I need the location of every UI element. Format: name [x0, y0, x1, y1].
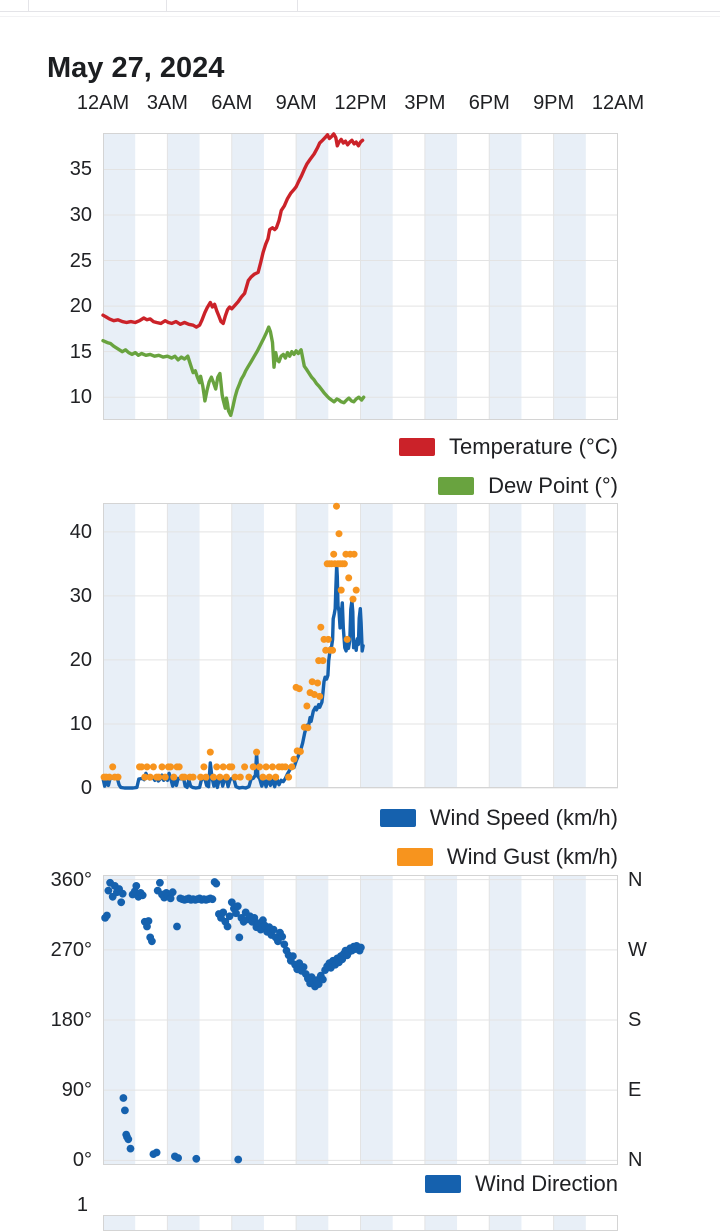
plot-border	[103, 875, 618, 1165]
chart-temperature-and-dew-point[interactable]	[101, 132, 618, 420]
table-remnant-divider	[28, 0, 29, 11]
legend-label-wind-gust-km-h: Wind Gust (km/h)	[446, 843, 618, 869]
table-remnant-divider	[166, 0, 167, 11]
plot-band	[231, 503, 264, 788]
y-axis-tick-label: 30	[69, 584, 92, 607]
legend-swatch-wind-direction	[424, 1174, 461, 1193]
legend-label-dew-point: Dew Point (°)	[488, 472, 618, 498]
plot-band	[360, 503, 393, 788]
plot-band	[296, 133, 329, 420]
y-axis-tick-label: 40	[69, 520, 92, 543]
y-axis-tick-label: 30	[69, 204, 92, 226]
plot-band	[103, 133, 136, 420]
legend-item-temperature-c: Temperature (°C)	[399, 427, 618, 466]
x-axis-label: 12AM	[591, 92, 645, 114]
y-axis-tick-label: 10	[69, 712, 92, 735]
legend-swatch-wind-gust-km-h	[396, 847, 433, 866]
legend: Wind Direction	[424, 1164, 618, 1203]
plot-band	[489, 503, 522, 788]
plot-band	[296, 1215, 329, 1231]
legend: Temperature (°C) Dew Point (°)	[399, 427, 618, 505]
legend-label-temperature-c: Temperature (°C)	[449, 433, 618, 459]
plot-band	[231, 133, 264, 420]
series-wind-direction-dots	[101, 878, 365, 1164]
x-axis-label: 3AM	[146, 92, 188, 114]
legend-item-wind-direction: Wind Direction	[424, 1164, 618, 1203]
legend: Wind Speed (km/h) Wind Gust (km/h)	[379, 798, 618, 876]
y-axis-tick-label: 25	[69, 249, 92, 272]
legend-swatch-dew-point	[438, 476, 475, 495]
x-axis-label: 9PM	[533, 92, 575, 114]
plot-band	[489, 1215, 522, 1231]
plot-band	[553, 133, 586, 420]
compass-label-e-90: E	[628, 1079, 642, 1102]
plot-band	[360, 1215, 393, 1231]
x-axis-label: 12PM	[334, 92, 387, 114]
y-axis-tick-label: 360°	[50, 868, 92, 891]
compass-label-s-180: S	[628, 1009, 642, 1031]
y-axis-tick-label: 20	[69, 295, 92, 318]
plot-band	[167, 503, 200, 788]
y-axis-tick-label: 270°	[50, 938, 92, 961]
table-remnant-shadow	[0, 16, 720, 17]
y-axis-tick-label: 90°	[61, 1079, 92, 1102]
compass-label-w-270: W	[628, 938, 647, 961]
plot-border	[103, 133, 618, 420]
chart-wind-speed-and-wind-gust[interactable]	[100, 502, 618, 790]
series-temperature-c-line	[101, 132, 365, 329]
plot-band	[103, 1215, 136, 1231]
y-axis-tick-label-stub: 1	[76, 1194, 88, 1216]
table-remnant-divider	[297, 0, 298, 11]
plot-band	[424, 1215, 458, 1231]
compass-label-n-0: N	[628, 1149, 643, 1172]
plot-band	[103, 503, 136, 788]
y-axis-tick-label: 10	[69, 386, 92, 409]
series-wind-gust-km-h-dots	[100, 502, 360, 781]
plot-band	[167, 1215, 200, 1231]
y-axis-tick-label: 0°	[72, 1149, 92, 1172]
x-axis-label: 3PM	[404, 92, 446, 114]
compass-label-n-360: N	[628, 868, 643, 891]
y-axis-tick-label: 35	[69, 158, 92, 181]
x-axis-label: 6PM	[468, 92, 510, 114]
plot-band	[424, 503, 458, 788]
legend-item-wind-speed-km-h: Wind Speed (km/h)	[379, 798, 618, 837]
table-remnant	[0, 0, 720, 12]
y-axis-tick-label: 0	[80, 777, 92, 799]
legend-swatch-temperature-c	[399, 437, 436, 456]
series-dew-point-line	[101, 325, 366, 418]
legend-item-dew-point: Dew Point (°)	[438, 466, 618, 505]
x-axis-label: 6AM	[211, 92, 253, 114]
plot-band	[553, 503, 586, 788]
legend-swatch-wind-speed-km-h	[379, 808, 416, 827]
plot-border	[103, 503, 618, 788]
legend-label-wind-speed-km-h: Wind Speed (km/h)	[429, 804, 618, 830]
plot-band	[489, 133, 522, 420]
chart-wind-direction[interactable]	[101, 875, 618, 1165]
page-title: May 27, 2024	[47, 52, 225, 85]
plot-band	[231, 1215, 264, 1231]
chart-next-chart-cut-off[interactable]	[103, 1215, 618, 1231]
legend-label-wind-direction: Wind Direction	[474, 1170, 618, 1196]
x-axis-label: 12AM	[76, 92, 130, 114]
x-axis-label: 9AM	[275, 92, 317, 114]
legend-item-wind-gust-km-h: Wind Gust (km/h)	[396, 837, 618, 876]
plot-band	[553, 1215, 586, 1231]
y-axis-tick-label: 180°	[50, 1009, 92, 1031]
y-axis-tick-label: 20	[69, 648, 92, 671]
y-axis-tick-label: 15	[69, 340, 92, 363]
plot-band	[167, 133, 200, 420]
plot-band	[424, 133, 458, 420]
plot-band	[360, 133, 393, 420]
